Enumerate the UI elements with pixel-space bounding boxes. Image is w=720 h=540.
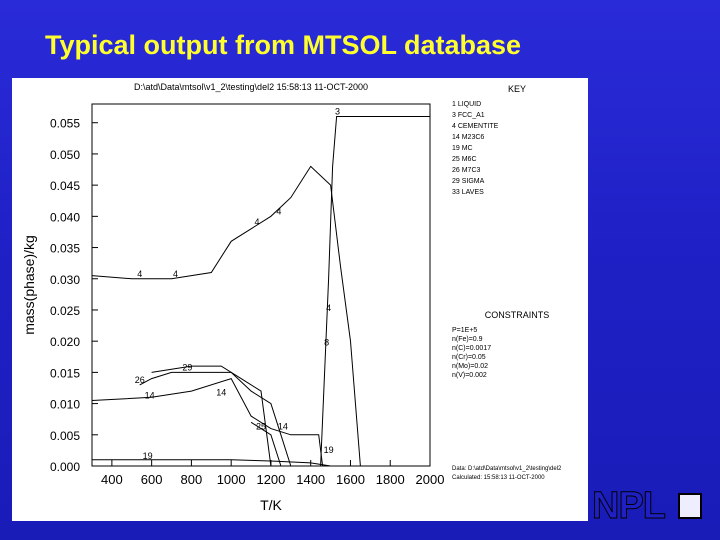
constraints-title: CONSTRAINTS xyxy=(485,310,550,320)
plot-frame xyxy=(91,103,431,467)
y-tick-label: 0.015 xyxy=(50,366,80,380)
x-tick-label: 600 xyxy=(141,472,163,487)
x-tick-label: 1600 xyxy=(336,472,365,487)
constraint-line: P=1E+5 xyxy=(452,327,477,334)
npl-seal-icon xyxy=(678,493,702,519)
x-axis-label: T/K xyxy=(260,497,282,513)
key-entry: 4 CEMENTITE xyxy=(452,123,499,130)
curve-label: 19 xyxy=(143,451,153,461)
slide-title: Typical output from MTSOL database xyxy=(45,30,522,60)
curve-label: 19 xyxy=(324,445,334,455)
y-axis-label: mass(phase)/kg xyxy=(21,235,37,335)
x-tick-label: 1200 xyxy=(256,472,285,487)
key-entry: 33 LAVES xyxy=(452,189,484,196)
x-tick-label: 400 xyxy=(101,472,123,487)
x-tick-label: 800 xyxy=(181,472,203,487)
key-entry: 14 M23C6 xyxy=(452,134,484,141)
y-tick-label: 0.005 xyxy=(50,429,80,443)
curve-label: 14 xyxy=(278,422,288,432)
y-tick-label: 0.010 xyxy=(50,398,80,412)
curve-label: 4 xyxy=(255,217,260,227)
curve-label: 14 xyxy=(216,387,226,397)
constraint-line: n(C)=0.0017 xyxy=(452,345,491,352)
x-tick-label: 1800 xyxy=(376,472,405,487)
y-tick-label: 0.040 xyxy=(50,210,80,224)
constraint-line: n(V)=0.002 xyxy=(452,372,487,379)
series-line-14 xyxy=(91,377,324,467)
curve-label: 4 xyxy=(326,303,331,313)
x-tick-label: 1000 xyxy=(217,472,246,487)
footer-line: Data: D:\atd\Data\mtsol\v1_2\testing\del… xyxy=(452,466,562,472)
y-tick-label: 0.025 xyxy=(50,304,80,318)
y-tick-label: 0.020 xyxy=(50,335,80,349)
constraint-line: n(Mo)=0.02 xyxy=(452,363,488,370)
x-tick-label: 1400 xyxy=(296,472,325,487)
key-entry: 1 LIQUID xyxy=(452,101,481,108)
y-tick-label: 0.050 xyxy=(50,148,80,162)
series-line-19 xyxy=(92,459,331,467)
constraint-line: n(Cr)=0.05 xyxy=(452,354,486,361)
series-line-3 xyxy=(320,116,430,467)
series-line-26 xyxy=(139,371,292,467)
y-tick-label: 0.055 xyxy=(50,117,80,131)
curve-label: 14 xyxy=(145,390,155,400)
curve-label: 4 xyxy=(276,206,281,216)
curve-label: 4 xyxy=(173,269,178,279)
plot-panel: D:\atd\Data\mtsol\v1_2\testing\del2 15:5… xyxy=(12,78,588,521)
y-tick-label: 0.035 xyxy=(50,242,80,256)
npl-logo-text: NPL xyxy=(592,485,667,528)
y-tick-label: 0.045 xyxy=(50,179,80,193)
footer-line: Calculated: 15:58:13 11-OCT-2000 xyxy=(452,475,545,481)
key-entry: 3 FCC_A1 xyxy=(452,112,485,119)
y-tick-label: 0.000 xyxy=(50,460,80,474)
series-line-4 xyxy=(91,165,361,467)
curve-label: 8 xyxy=(324,337,329,347)
curve-label: 26 xyxy=(135,375,145,385)
key-entry: 25 M6C xyxy=(452,156,477,163)
key-entry: 19 MC xyxy=(452,145,473,152)
x-tick-label: 2000 xyxy=(416,472,445,487)
plot-header: D:\atd\Data\mtsol\v1_2\testing\del2 15:5… xyxy=(134,82,368,92)
series-line-29 xyxy=(151,365,272,467)
chart-svg: D:\atd\Data\mtsol\v1_2\testing\del2 15:5… xyxy=(21,82,562,513)
curve-label: 29 xyxy=(182,362,192,372)
constraint-line: n(Fe)=0.9 xyxy=(452,336,483,343)
curve-label: 3 xyxy=(335,106,340,116)
key-title: KEY xyxy=(508,84,526,94)
npl-logo: NPL xyxy=(592,485,704,528)
key-entry: 29 SIGMA xyxy=(452,178,485,185)
key-entry: 26 M7C3 xyxy=(452,167,481,174)
curve-label: 4 xyxy=(137,269,142,279)
y-tick-label: 0.030 xyxy=(50,273,80,287)
curve-label: 25 xyxy=(256,422,266,432)
